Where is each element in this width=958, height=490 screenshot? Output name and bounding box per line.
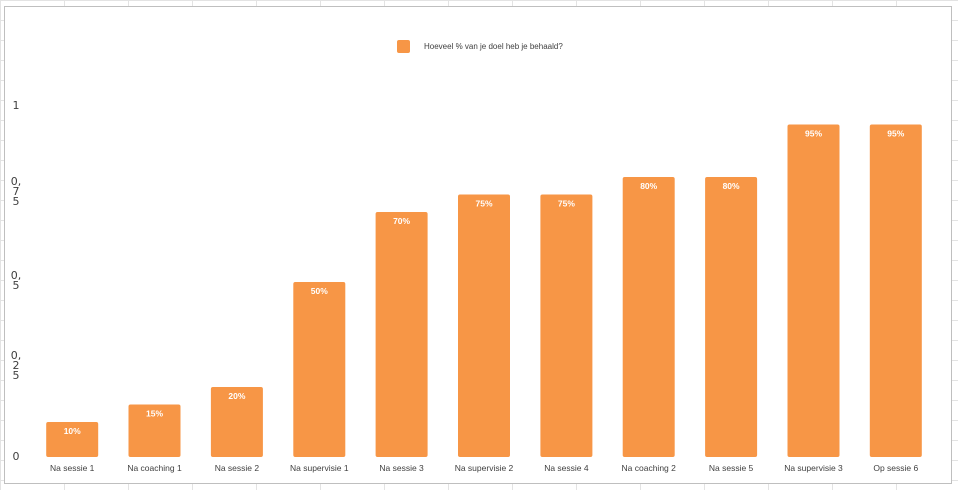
chart-legend: Hoeveel % van je doel heb je behaald? xyxy=(397,39,563,53)
x-tick-label: Na sessie 4 xyxy=(544,463,589,473)
bar xyxy=(869,124,922,457)
bar-data-label: 10% xyxy=(64,426,81,436)
x-tick-label: Op sessie 6 xyxy=(873,463,918,473)
x-tick-label: Na supervisie 1 xyxy=(290,463,349,473)
x-tick-label: Na supervisie 2 xyxy=(455,463,514,473)
bar xyxy=(293,282,346,457)
bar-data-label: 15% xyxy=(146,409,163,419)
bar-data-label: 95% xyxy=(805,129,822,139)
y-tick-label: 0, 7 5 xyxy=(10,175,22,208)
bar-data-label: 75% xyxy=(475,199,492,209)
x-tick-label: Na sessie 3 xyxy=(379,463,424,473)
bar-data-label: 80% xyxy=(723,181,740,191)
x-tick-label: Na coaching 2 xyxy=(622,463,677,473)
bar xyxy=(458,194,510,457)
x-tick-label: Na coaching 1 xyxy=(127,463,182,473)
bar xyxy=(375,212,428,457)
bar-data-label: 20% xyxy=(228,391,245,401)
y-tick-label: 0, 2 5 xyxy=(10,349,22,382)
bar-data-label: 95% xyxy=(887,129,904,139)
bar-data-label: 50% xyxy=(311,286,328,296)
bar xyxy=(787,124,840,457)
bar-data-label: 70% xyxy=(393,216,410,226)
bar xyxy=(540,194,593,457)
bar xyxy=(705,177,758,457)
y-tick-label: 1 xyxy=(12,99,20,112)
x-tick-label: Na sessie 2 xyxy=(215,463,260,473)
y-tick-label: 0 xyxy=(12,450,20,463)
x-tick-label: Na sessie 1 xyxy=(50,463,95,473)
bar-data-label: 75% xyxy=(558,199,575,209)
legend-label: Hoeveel % van je doel heb je behaald? xyxy=(424,41,563,51)
bar xyxy=(622,177,675,457)
bar xyxy=(210,387,263,457)
bar-data-label: 80% xyxy=(640,181,657,191)
legend-swatch xyxy=(397,39,410,53)
x-tick-label: Na supervisie 3 xyxy=(784,463,843,473)
bar xyxy=(46,422,99,457)
bar xyxy=(128,404,181,457)
y-tick-label: 0, 5 xyxy=(10,269,22,292)
x-tick-label: Na sessie 5 xyxy=(709,463,754,473)
